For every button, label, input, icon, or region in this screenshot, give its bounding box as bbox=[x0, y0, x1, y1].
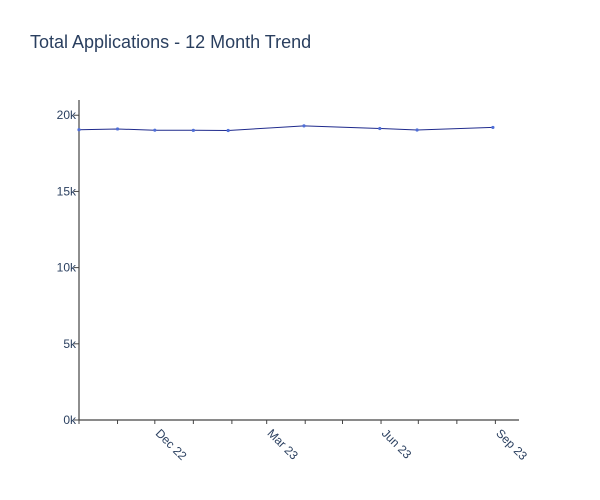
chart-title: Total Applications - 12 Month Trend bbox=[30, 32, 312, 52]
data-point[interactable] bbox=[491, 125, 495, 130]
data-point[interactable] bbox=[115, 127, 120, 131]
data-point[interactable] bbox=[153, 128, 157, 132]
x-tick-label: Sep 23 bbox=[493, 426, 530, 463]
x-tick-label: Jun 23 bbox=[379, 426, 415, 462]
y-tick-label: 20k bbox=[57, 108, 77, 122]
x-tick-label: Dec 22 bbox=[153, 426, 190, 463]
series-group bbox=[77, 124, 495, 133]
y-tick-label: 10k bbox=[57, 261, 77, 275]
data-point[interactable] bbox=[226, 128, 230, 133]
data-point[interactable] bbox=[191, 128, 195, 132]
y-axis-ticks: 0k 5k 10k 15k 20k bbox=[57, 108, 79, 427]
y-tick-label: 5k bbox=[63, 337, 77, 351]
chart-axes bbox=[78, 100, 519, 421]
data-point[interactable] bbox=[77, 128, 81, 132]
x-axis-ticks: Dec 22 Mar 23 Jun 23 Sep 23 bbox=[78, 420, 530, 463]
data-point[interactable] bbox=[302, 124, 306, 128]
y-tick-label: 0k bbox=[63, 413, 77, 427]
data-point[interactable] bbox=[378, 126, 382, 131]
x-tick-label: Mar 23 bbox=[265, 426, 302, 463]
data-point[interactable] bbox=[415, 128, 419, 132]
series-line bbox=[78, 125, 493, 132]
y-tick-label: 15k bbox=[57, 184, 77, 198]
